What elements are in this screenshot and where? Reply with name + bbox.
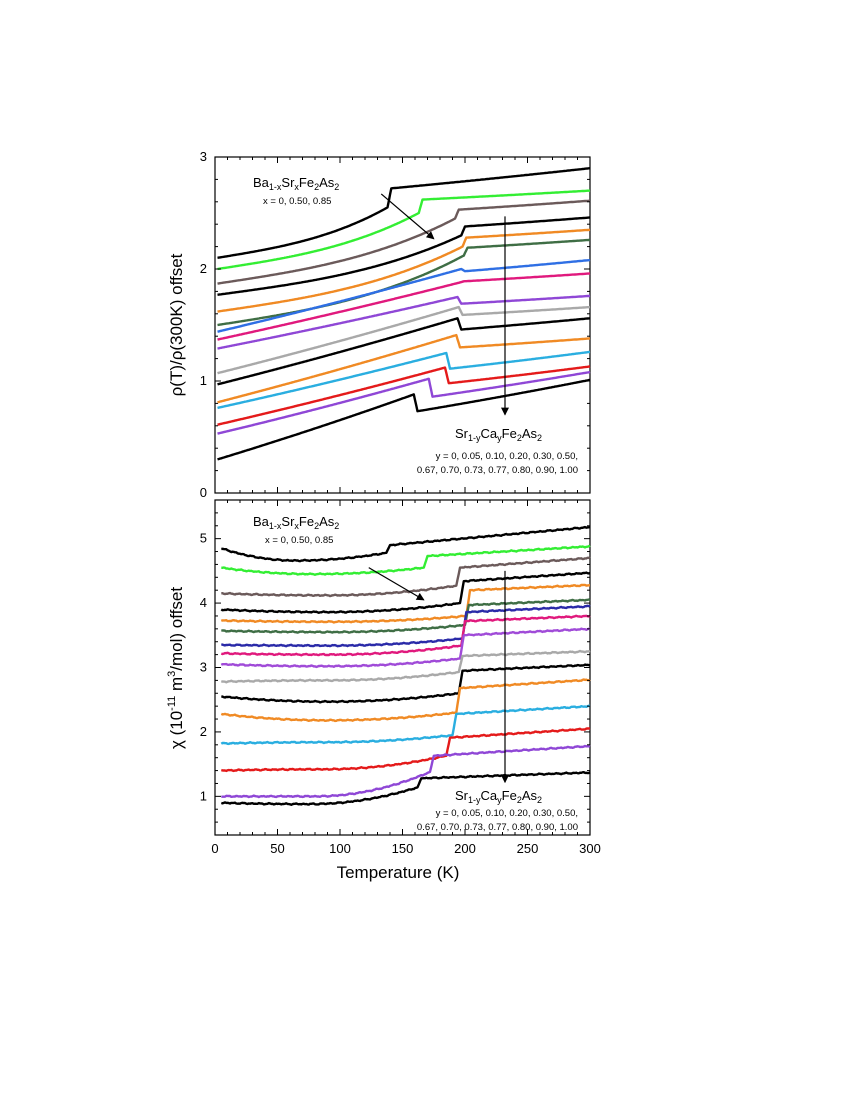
sr-formula-label: Sr1-yCayFe2As2 bbox=[455, 788, 542, 805]
series-line bbox=[221, 604, 591, 648]
series-line bbox=[217, 333, 591, 404]
y-tick-label: 2 bbox=[200, 724, 207, 739]
series-line bbox=[220, 614, 591, 657]
ticks-group: 0 1 2 3 bbox=[200, 149, 591, 500]
series-line bbox=[221, 744, 591, 799]
sr-values-line1: y = 0, 0.05, 0.10, 0.20, 0.30, 0.50, bbox=[436, 808, 578, 819]
ba-values-label: x = 0, 0.50, 0.85 bbox=[265, 535, 333, 546]
ba-values-label: x = 0, 0.50, 0.85 bbox=[263, 196, 331, 207]
ba-arrow bbox=[380, 193, 435, 240]
y-axis-title: χ (10-11 m3/mol) offset bbox=[166, 587, 186, 749]
sr-values-line1: y = 0, 0.05, 0.10, 0.20, 0.30, 0.50, bbox=[436, 451, 578, 462]
series-line bbox=[221, 556, 591, 598]
arrows-group bbox=[368, 567, 509, 784]
x-tick-label: 300 bbox=[579, 841, 601, 856]
susceptibility-panel: 0 50 100 150 200 250 300 1 2 3 4 5 χ (10-11 m3/mol)… bbox=[166, 499, 601, 856]
series-line bbox=[220, 627, 591, 669]
ba-arrow bbox=[368, 567, 425, 601]
x-tick-label: 200 bbox=[454, 841, 476, 856]
x-axis-title: Temperature (K) bbox=[337, 863, 460, 882]
x-tick-label: 150 bbox=[392, 841, 414, 856]
series-line bbox=[221, 544, 591, 576]
series-line bbox=[217, 294, 591, 350]
sr-values-line2: 0.67, 0.70, 0.73, 0.77, 0.80, 0.90, 1.00 bbox=[417, 465, 578, 476]
y-tick-label: 1 bbox=[200, 373, 207, 388]
series-line bbox=[221, 525, 591, 563]
y-tick-label: 3 bbox=[200, 149, 207, 164]
y-tick-label: 2 bbox=[200, 261, 207, 276]
series-line bbox=[220, 704, 591, 746]
arrows-group bbox=[380, 193, 509, 416]
series-line bbox=[217, 365, 591, 426]
series-line bbox=[221, 771, 591, 806]
series-line bbox=[221, 727, 591, 773]
series-line bbox=[220, 571, 591, 614]
series-line bbox=[217, 370, 591, 435]
series-line bbox=[221, 598, 591, 634]
series-line bbox=[217, 258, 591, 333]
series-line bbox=[217, 167, 591, 259]
series-line bbox=[217, 317, 591, 386]
sr-values-line2: 0.67, 0.70, 0.73, 0.77, 0.80, 0.90, 1.00 bbox=[417, 822, 578, 833]
series-line bbox=[217, 189, 591, 271]
x-tick-label: 0 bbox=[211, 841, 218, 856]
series-line bbox=[217, 228, 591, 313]
y-tick-label: 4 bbox=[200, 595, 207, 610]
y-tick-label: 5 bbox=[200, 531, 207, 546]
series-line bbox=[220, 583, 590, 624]
sr-formula-label: Sr1-yCayFe2As2 bbox=[455, 426, 542, 443]
ba-formula-label: Ba1-xSrxFe2As2 bbox=[253, 514, 339, 531]
series-line bbox=[217, 305, 591, 375]
series-line bbox=[217, 238, 591, 327]
series-line bbox=[217, 199, 591, 285]
series-line bbox=[217, 272, 591, 341]
x-tick-label: 100 bbox=[329, 841, 351, 856]
series-line bbox=[217, 350, 591, 410]
series-line bbox=[220, 649, 591, 684]
series-line bbox=[220, 678, 591, 723]
y-axis-title: ρ(T)/ρ(300K) offset bbox=[167, 253, 186, 396]
series-line bbox=[221, 663, 591, 704]
series-group bbox=[217, 167, 591, 461]
x-tick-label: 250 bbox=[517, 841, 539, 856]
y-tick-label: 3 bbox=[200, 660, 207, 675]
ticks-group: 0 50 100 150 200 250 300 1 2 3 4 5 bbox=[200, 499, 601, 856]
series-line bbox=[217, 216, 591, 296]
y-tick-label: 0 bbox=[200, 485, 207, 500]
series-group bbox=[220, 525, 591, 806]
x-tick-label: 50 bbox=[270, 841, 284, 856]
y-tick-label: 1 bbox=[200, 788, 207, 803]
series-line bbox=[217, 378, 591, 461]
ba-formula-label: Ba1-xSrxFe2As2 bbox=[253, 175, 339, 192]
